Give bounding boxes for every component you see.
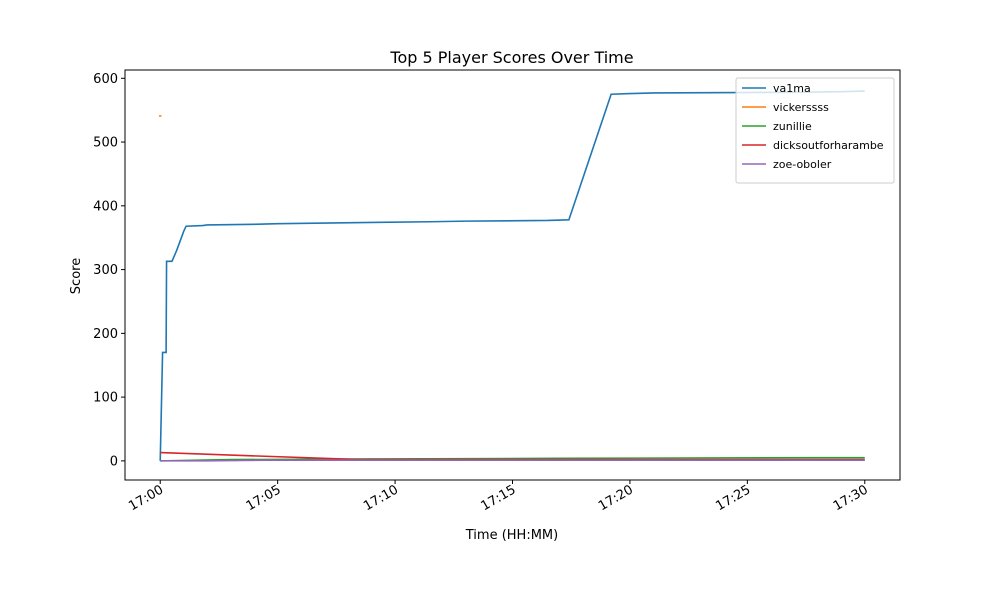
plot-frame xyxy=(124,69,901,481)
x-tick-label: 17:15 xyxy=(479,482,519,514)
legend-label: zoe-oboler xyxy=(773,158,832,171)
legend-box xyxy=(735,77,895,184)
y-tick-label: 100 xyxy=(93,391,118,406)
y-tick-label: 300 xyxy=(93,263,118,278)
chart-title: Top 5 Player Scores Over Time xyxy=(389,48,633,67)
y-tick-label: 200 xyxy=(93,327,118,342)
x-tick-label: 17:00 xyxy=(126,482,166,514)
series-line xyxy=(160,459,865,462)
y-tick-label: 0 xyxy=(110,454,118,469)
y-tick-label: 600 xyxy=(93,72,118,87)
series-line xyxy=(159,90,865,461)
x-tick-label: 17:20 xyxy=(596,482,636,514)
x-tick-label: 17:25 xyxy=(713,482,753,514)
y-axis-label: Score xyxy=(69,258,84,294)
x-tick-label: 17:10 xyxy=(361,482,401,514)
x-axis-label: Time (HH:MM) xyxy=(465,528,558,543)
legend-label: vickerssss xyxy=(773,101,829,114)
x-tick-label: 17:30 xyxy=(831,482,871,514)
y-tick-label: 500 xyxy=(93,136,118,151)
legend-label: dicksoutforharambe xyxy=(773,139,884,152)
x-tick-label: 17:05 xyxy=(244,482,284,514)
legend-label: zunillie xyxy=(773,120,812,133)
legend-label: va1ma xyxy=(773,82,811,95)
y-tick-label: 400 xyxy=(93,199,118,214)
series-line xyxy=(160,456,865,462)
